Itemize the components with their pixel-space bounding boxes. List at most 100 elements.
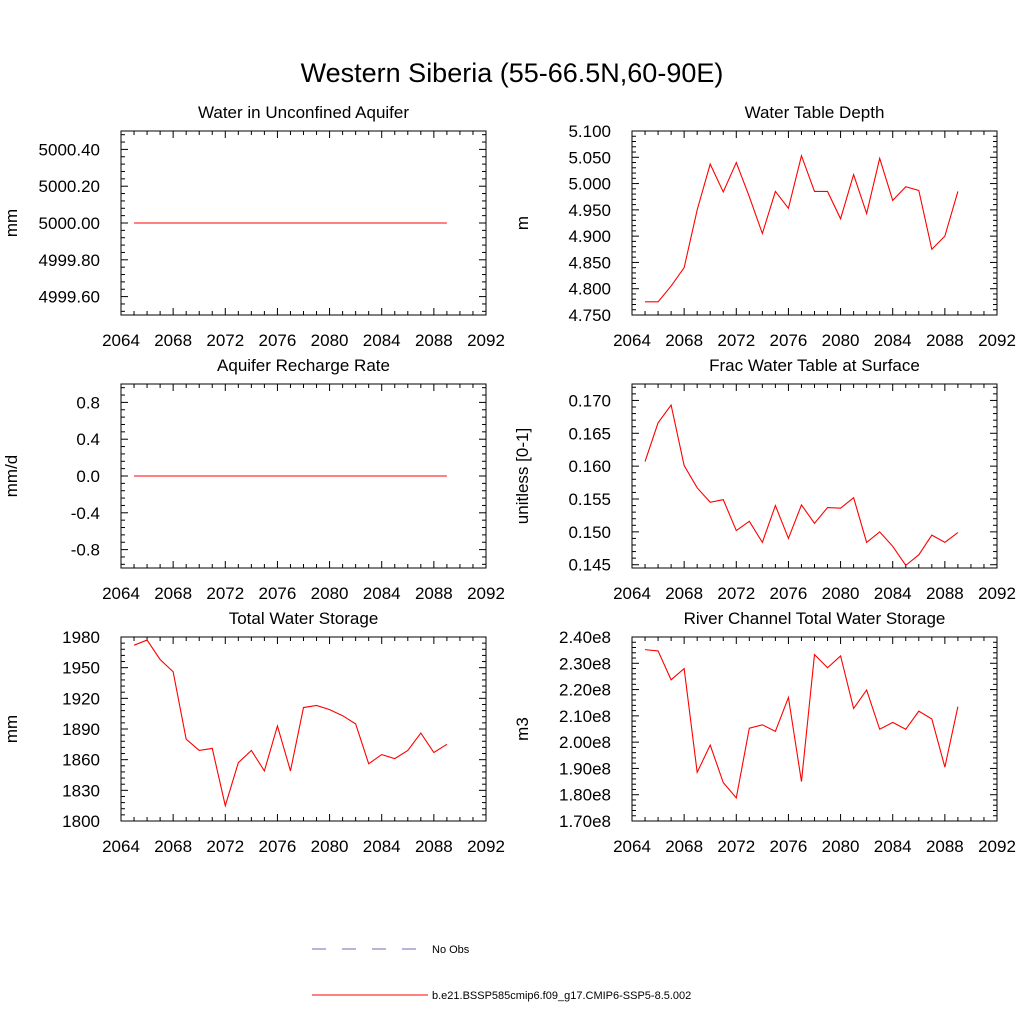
figure-title: Western Siberia (55-66.5N,60-90E) (301, 58, 724, 88)
panel-river_channel_storage: River Channel Total Water Storage m3 2064 2… (513, 609, 1016, 856)
y-tick-label: 4.950 (568, 201, 611, 220)
x-tick-label: 2068 (665, 331, 703, 350)
x-tick-label: 2064 (613, 584, 651, 603)
y-tick-label: 1890 (62, 720, 100, 739)
panel-total_water_storage: Total Water Storage mm 2064 2068 2072 2076 208… (2, 609, 505, 856)
x-tick-label: 2084 (363, 837, 401, 856)
x-tick-label: 2080 (311, 584, 349, 603)
x-tick-label: 2068 (665, 837, 703, 856)
x-tick-label: 2068 (154, 584, 192, 603)
series-line (644, 403, 959, 567)
x-tick-label: 2064 (613, 331, 651, 350)
y-tick-label: 5.100 (568, 122, 611, 141)
x-tick-label: 2092 (978, 331, 1016, 350)
x-tick-label: 2088 (926, 584, 964, 603)
x-tick-label: 2076 (259, 584, 297, 603)
x-tick-label: 2092 (467, 837, 505, 856)
panel-water_unconfined_aquifer: Water in Unconfined Aquifer mm 2064 2068 207… (2, 103, 505, 350)
x-tick-label: 2088 (415, 837, 453, 856)
y-tick-label: 1800 (62, 812, 100, 831)
y-tick-label: 2.20e8 (559, 681, 611, 700)
y-tick-label: 0.160 (568, 457, 611, 476)
series-line (133, 639, 448, 808)
y-tick-label: 2.00e8 (559, 733, 611, 752)
x-tick-label: 2084 (874, 837, 912, 856)
x-tick-label: 2076 (259, 331, 297, 350)
y-tick-label: 0.150 (568, 523, 611, 542)
y-axis-label: mm/d (2, 455, 21, 498)
panel-frac_water_table_surface: Frac Water Table at Surface unitless [0-1… (513, 356, 1016, 603)
plot-frame (631, 130, 998, 316)
x-tick-label: 2080 (311, 331, 349, 350)
x-tick-label: 2092 (978, 837, 1016, 856)
x-tick-label: 2092 (467, 331, 505, 350)
y-tick-label: 0.0 (76, 467, 100, 486)
y-tick-label: 5.000 (568, 175, 611, 194)
y-tick-label: -0.4 (71, 504, 100, 523)
y-axis-label: mm (2, 715, 21, 743)
y-tick-label: 1950 (62, 659, 100, 678)
x-tick-label: 2084 (363, 331, 401, 350)
y-tick-label: 2.10e8 (559, 707, 611, 726)
x-tick-label: 2072 (717, 584, 755, 603)
x-tick-label: 2064 (102, 837, 140, 856)
legend: No Obs b.e21.BSSP585cmip6.f09_g17.CMIP6-S… (312, 944, 691, 1002)
x-tick-label: 2068 (154, 331, 192, 350)
x-tick-label: 2076 (259, 837, 297, 856)
y-tick-label: 0.145 (568, 556, 611, 575)
y-tick-label: 0.165 (568, 424, 611, 443)
x-tick-label: 2064 (102, 331, 140, 350)
panel-title: Frac Water Table at Surface (709, 356, 920, 375)
y-tick-label: 1830 (62, 781, 100, 800)
y-tick-label: 4999.80 (39, 251, 100, 270)
panel-title: Water Table Depth (745, 103, 885, 122)
panel-title: River Channel Total Water Storage (684, 609, 946, 628)
x-tick-label: 2072 (717, 331, 755, 350)
y-tick-label: 0.155 (568, 490, 611, 509)
y-tick-label: 4.850 (568, 253, 611, 272)
x-tick-label: 2080 (822, 584, 860, 603)
y-tick-label: 1860 (62, 751, 100, 770)
panel-aquifer_recharge_rate: Aquifer Recharge Rate mm/d 2064 2068 2072 207… (2, 356, 505, 603)
y-axis-label: mm (2, 209, 21, 237)
legend-label: b.e21.BSSP585cmip6.f09_g17.CMIP6-SSP5-8.… (432, 990, 691, 1002)
x-tick-label: 2084 (363, 584, 401, 603)
y-tick-label: 5000.00 (39, 214, 100, 233)
plot-frame (120, 636, 487, 822)
x-tick-label: 2088 (415, 584, 453, 603)
y-tick-label: 5000.20 (39, 177, 100, 196)
series-line (645, 153, 959, 303)
panel-title: Water in Unconfined Aquifer (198, 103, 409, 122)
y-tick-label: 2.30e8 (559, 654, 611, 673)
x-tick-label: 2068 (154, 837, 192, 856)
y-tick-label: 5.050 (568, 148, 611, 167)
panel-title: Total Water Storage (229, 609, 379, 628)
y-tick-label: 1.80e8 (559, 786, 611, 805)
y-tick-label: 4999.60 (39, 288, 100, 307)
x-tick-label: 2092 (978, 584, 1016, 603)
y-tick-label: 4.900 (568, 227, 611, 246)
y-tick-label: -0.8 (71, 541, 100, 560)
series-line (644, 649, 959, 800)
y-axis-label: m (513, 216, 532, 230)
x-tick-label: 2064 (102, 584, 140, 603)
x-tick-label: 2076 (770, 837, 808, 856)
y-tick-label: 5000.40 (39, 140, 100, 159)
y-tick-label: 4.750 (568, 306, 611, 325)
y-axis-label: unitless [0-1] (513, 428, 532, 524)
x-tick-label: 2080 (822, 331, 860, 350)
y-tick-label: 1920 (62, 689, 100, 708)
x-tick-label: 2072 (206, 331, 244, 350)
y-tick-label: 1.90e8 (559, 759, 611, 778)
panel-water_table_depth: Water Table Depth m 2064 2068 2072 2076 2080 20… (513, 103, 1016, 350)
x-tick-label: 2088 (926, 837, 964, 856)
plot-frame (631, 636, 998, 822)
panel-title: Aquifer Recharge Rate (217, 356, 390, 375)
x-tick-label: 2064 (613, 837, 651, 856)
x-tick-label: 2068 (665, 584, 703, 603)
x-tick-label: 2072 (206, 837, 244, 856)
panels: Water in Unconfined Aquifer mm 2064 2068 207… (2, 103, 1016, 856)
y-tick-label: 2.40e8 (559, 628, 611, 647)
y-axis-label: m3 (513, 717, 532, 741)
